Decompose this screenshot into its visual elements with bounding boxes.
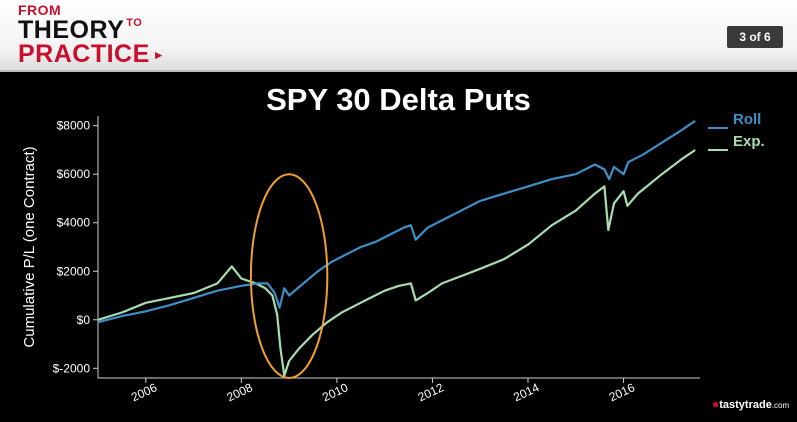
x-tick-label: 2006 [129, 380, 159, 404]
y-tick-label: $8000 [57, 119, 91, 133]
x-tick-label: 2008 [225, 380, 255, 404]
y-axis-label: Cumulative P/L (one Contract) [21, 146, 38, 347]
y-tick-label: $0 [77, 313, 91, 327]
legend-label-exp: Exp. [733, 133, 765, 150]
header-banner: FROM THEORY TO PRACTICE ► 3 of 6 [0, 0, 797, 72]
legend-label-roll: Roll [733, 111, 761, 128]
logo: FROM THEORY TO PRACTICE ► [18, 3, 165, 67]
logo-theory-word: THEORY [18, 16, 125, 44]
axis-frame [97, 116, 700, 379]
page-indicator: 3 of 6 [727, 26, 783, 48]
brand-suffix: .com [771, 401, 790, 410]
logo-line-theory: THEORY TO [18, 18, 165, 43]
logo-practice-word: PRACTICE [18, 40, 150, 68]
play-arrow-icon: ► [152, 48, 166, 63]
x-tick-label: 2012 [416, 380, 446, 404]
logo-line-from: FROM [18, 2, 62, 18]
x-tick-label: 2014 [511, 380, 541, 404]
highlight-ellipse [249, 173, 329, 379]
brand-logo: ●tastytrade.com [712, 397, 789, 411]
y-tick-label: $2000 [57, 264, 91, 278]
series-line-roll [97, 119, 696, 324]
y-tick-label: $-2000 [53, 361, 91, 375]
logo-to-word: TO [126, 17, 143, 29]
y-tick-label: $6000 [57, 167, 91, 181]
series-line-exp [97, 149, 696, 377]
x-tick-label: 2010 [320, 380, 350, 404]
chart-title: SPY 30 Delta Puts [266, 82, 531, 117]
y-tick-label: $4000 [57, 216, 91, 230]
brand-name: tastytrade [719, 399, 772, 411]
cherry-icon: ● [712, 397, 720, 411]
logo-line-practice: PRACTICE ► [18, 42, 165, 67]
x-tick-label: 2016 [607, 380, 637, 404]
